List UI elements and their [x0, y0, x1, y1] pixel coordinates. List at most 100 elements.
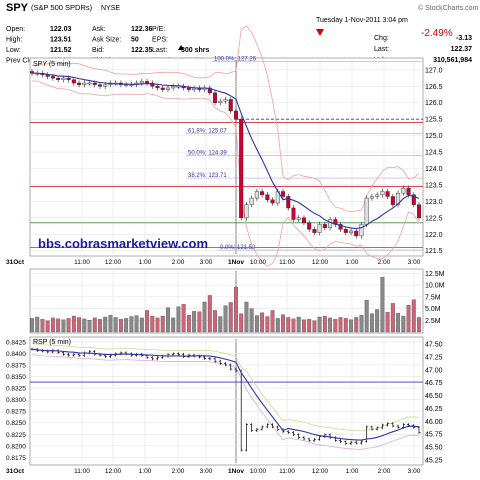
- rsp-left-tick-label: 0.8350: [6, 374, 26, 381]
- volume-bar: [328, 317, 333, 333]
- candle-body: [150, 82, 155, 87]
- candle-body: [249, 197, 254, 205]
- candle-body: [359, 224, 364, 237]
- time-tick-label: 12:00: [105, 468, 122, 475]
- fib-level-label: 61.8%: 125.07: [188, 128, 227, 134]
- time-tick-label: 1:00: [139, 468, 152, 475]
- candle-body: [56, 77, 61, 80]
- time-tick-label: 12:00: [105, 259, 122, 266]
- candle-body: [139, 81, 144, 84]
- volume-bar: [380, 276, 385, 333]
- price-tick-label: 126.0: [425, 100, 443, 107]
- rsp-right-tick-label: 47.25: [425, 354, 443, 361]
- volume-tick-label: 10.0M: [425, 283, 445, 290]
- quote-cell: 300 shrs: [181, 47, 210, 54]
- price-tick-label: 124.0: [425, 166, 443, 173]
- volume-bar: [150, 315, 155, 333]
- candle-body: [155, 86, 160, 89]
- volume-bar: [234, 286, 238, 333]
- candle-body: [165, 87, 170, 90]
- candle-body: [390, 196, 395, 205]
- time-tick-label: 3:00: [200, 259, 213, 266]
- time-tick-label: 11:00: [279, 259, 295, 266]
- volume-bar: [401, 315, 406, 333]
- volume-bar: [244, 301, 249, 333]
- time-tick-label: 12:00: [312, 468, 329, 475]
- quote-cell: High:: [6, 37, 22, 44]
- candle-body: [61, 77, 66, 80]
- rsp-left-tick-label: 0.8300: [6, 397, 26, 404]
- volume-bar: [333, 319, 338, 333]
- volume-bar: [192, 311, 197, 333]
- candle-body: [50, 76, 55, 79]
- rsp-left-tick-label: 0.8375: [6, 362, 26, 369]
- rsp-right-tick-label: 46.25: [425, 406, 443, 413]
- volume-bar: [406, 305, 411, 333]
- rsp-left-tick-label: 0.8325: [6, 386, 26, 393]
- quote-cell: Prev Close:: [6, 58, 42, 65]
- candle-body: [343, 229, 348, 233]
- price-tick-label: 122.5: [425, 215, 443, 222]
- quote-cell: EPS:: [152, 37, 168, 44]
- candle-body: [401, 188, 406, 194]
- quote-cell: 50: [131, 37, 139, 44]
- candle-body: [207, 87, 212, 94]
- volume-bar: [317, 316, 322, 333]
- rsp-left-tick-label: 0.8200: [6, 443, 26, 450]
- candle-body: [254, 191, 259, 199]
- candle-body: [301, 217, 306, 223]
- volume-bar: [176, 306, 181, 333]
- rsp-right-tick-label: 46.50: [425, 393, 443, 400]
- time-tick-label: 31Oct: [6, 468, 25, 475]
- quote-cell: 122.03: [50, 26, 72, 33]
- candle-body: [265, 194, 270, 200]
- candle-body: [286, 196, 291, 209]
- quote-cell: 122.36: [131, 26, 153, 33]
- right-quote-value: 310,561,984: [433, 57, 472, 64]
- price-series: 100.0%: 127.26 61.8%: 125.07 50.0%: 124.39…: [30, 25, 423, 267]
- volume-bar: [286, 317, 291, 333]
- candle-body: [244, 204, 249, 219]
- time-tick-label: 11:00: [74, 259, 90, 266]
- candle-body: [354, 230, 359, 237]
- rsp-left-tick-label: 0.8400: [6, 351, 26, 358]
- volume-tick-label: 2.5M: [425, 318, 441, 325]
- volume-bar: [87, 320, 92, 333]
- volume-bar: [134, 315, 139, 333]
- volume-bar: [202, 301, 207, 333]
- quote-cell: Last:: [152, 47, 167, 54]
- time-tick-label: 1:00: [346, 468, 359, 475]
- candle-body: [328, 219, 333, 228]
- volume-bar: [129, 316, 134, 333]
- candle-body: [186, 87, 191, 90]
- volume-bar: [30, 318, 34, 333]
- price-tick-label: 124.5: [425, 150, 443, 157]
- candle-body: [218, 100, 223, 103]
- volume-bar: [50, 317, 55, 333]
- price-tick-label: 127.0: [425, 67, 443, 74]
- rsp-right-tick-label: 45.50: [425, 445, 443, 452]
- candle-body: [77, 82, 82, 85]
- volume-bar: [45, 320, 50, 333]
- candle-body: [317, 224, 322, 233]
- down-arrow-icon: [316, 29, 324, 36]
- time-tick-label: 11:00: [74, 468, 90, 475]
- quote-header: SPY (S&P 500 SPDRs) NYSE Tuesday 1-Nov-2…: [6, 2, 479, 39]
- volume-bar: [145, 310, 150, 333]
- quote-cell: P/E:: [152, 26, 165, 33]
- candle-body: [223, 99, 228, 102]
- volume-bar: [349, 319, 353, 333]
- volume-bar: [228, 302, 233, 333]
- candle-body: [171, 86, 176, 89]
- time-tick-label: 3:00: [408, 259, 421, 266]
- volume-bar: [113, 317, 118, 333]
- candle-body: [213, 92, 218, 103]
- rsp-right-tick-label: 46.00: [425, 419, 443, 426]
- quote-cell: Low:: [6, 47, 21, 54]
- volume-bar: [223, 305, 228, 333]
- volume-series: [30, 276, 421, 333]
- candle-body: [103, 84, 108, 87]
- candle-body: [66, 77, 71, 80]
- rsp-right-tick-label: 45.75: [425, 432, 443, 439]
- time-tick-label: 31Oct: [6, 259, 25, 266]
